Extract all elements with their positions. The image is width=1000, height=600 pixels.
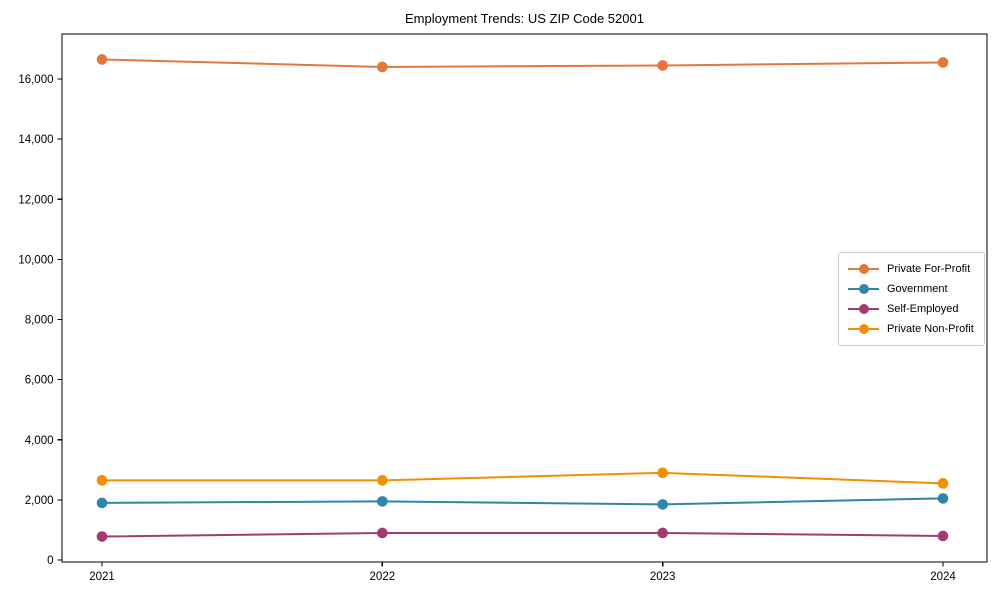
y-tick-label: 16,000 — [18, 74, 53, 86]
legend-label: Private For-Profit — [887, 262, 971, 275]
data-point-private-non-profit — [96, 475, 108, 486]
data-point-private-for-profit — [96, 54, 108, 65]
legend-entry-self-employed: Self-Employed — [848, 301, 976, 318]
data-point-government — [377, 496, 388, 507]
legend-entry-private-non-profit: Private Non-Profit — [848, 321, 976, 338]
legend-label: Private Non-Profit — [887, 323, 974, 336]
data-point-private-for-profit — [377, 61, 388, 73]
series-line-private-non-profit — [101, 471, 944, 485]
data-point-self-employed — [377, 527, 388, 539]
data-point-self-employed — [96, 531, 108, 542]
legend-label: Government — [887, 282, 948, 295]
data-point-government — [657, 499, 668, 510]
y-tick-label: 10,000 — [18, 254, 53, 266]
data-point-private-for-profit — [657, 60, 668, 71]
legend-marker-icon — [848, 263, 879, 275]
series-line-government — [101, 497, 944, 506]
y-tick-label: 6,000 — [25, 375, 54, 387]
legend: Private For-Profit Government Self-Employe… — [838, 252, 985, 346]
series-line-self-employed — [101, 531, 944, 538]
y-tick-label: 12,000 — [18, 194, 53, 206]
y-tick-label: 14,000 — [18, 134, 53, 146]
y-tick-label: 0 — [47, 555, 53, 567]
legend-entry-private-for-profit: Private For-Profit — [848, 260, 976, 277]
chart-title: Employment Trends: US ZIP Code 52001 — [405, 11, 644, 26]
legend-marker-icon — [848, 303, 879, 315]
data-point-private-for-profit — [937, 57, 949, 68]
series-line-private-for-profit — [101, 58, 944, 68]
data-point-government — [937, 493, 949, 504]
data-point-self-employed — [657, 527, 668, 539]
data-point-government — [96, 497, 108, 509]
legend-label: Self-Employed — [887, 303, 959, 316]
legend-marker-icon — [848, 283, 879, 295]
data-point-self-employed — [937, 530, 949, 542]
legend-entry-government: Government — [848, 280, 976, 297]
x-tick-label: 2023 — [650, 571, 676, 583]
x-tick-label: 2021 — [89, 571, 115, 583]
data-point-private-non-profit — [657, 467, 668, 479]
y-tick-label: 2,000 — [25, 495, 54, 507]
plot-frame — [61, 33, 988, 563]
data-point-private-non-profit — [937, 478, 949, 489]
legend-marker-icon — [848, 323, 879, 335]
x-tick-label: 2022 — [370, 571, 396, 583]
y-tick-label: 8,000 — [25, 315, 54, 327]
x-tick-label: 2024 — [930, 571, 956, 583]
data-point-private-non-profit — [377, 475, 388, 486]
y-tick-label: 4,000 — [25, 435, 54, 447]
